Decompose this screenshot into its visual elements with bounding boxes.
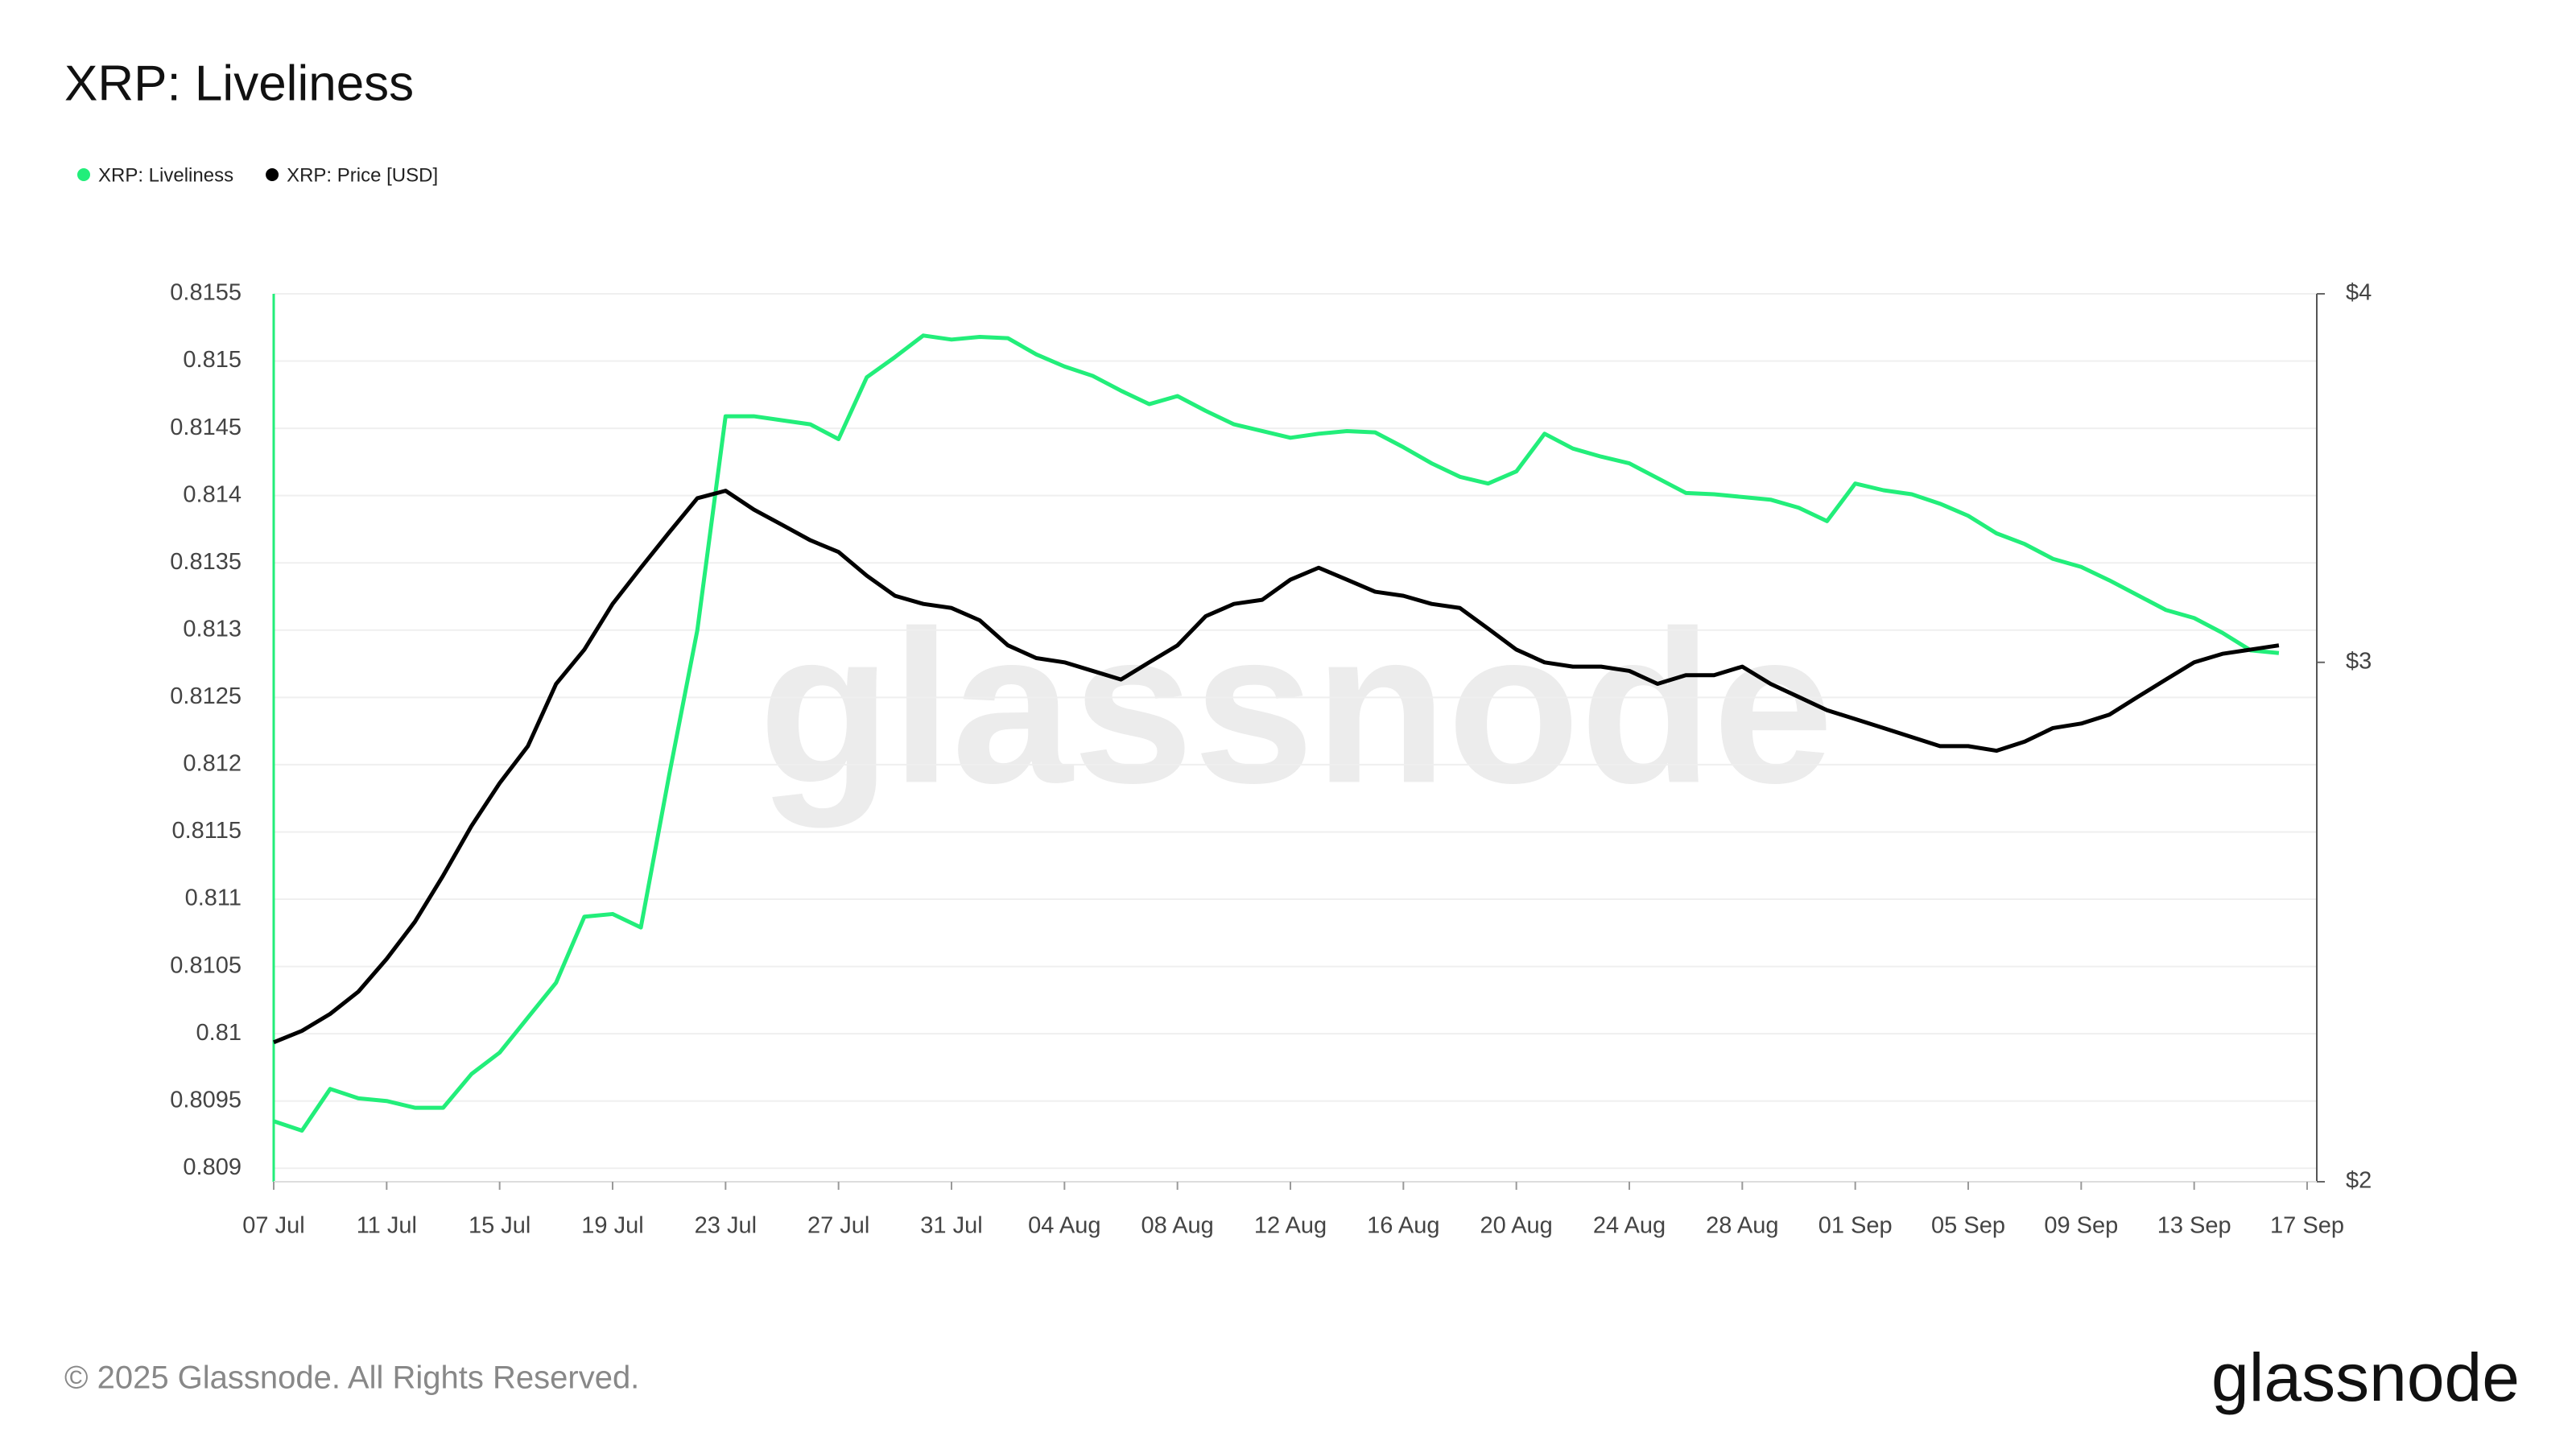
y-tick-label: 0.81: [196, 1020, 242, 1046]
y-tick-label: 0.8135: [170, 549, 242, 575]
y2-tick-label: $3: [2346, 648, 2372, 674]
x-tick-label: 08 Aug: [1141, 1213, 1214, 1239]
y-tick-label: 0.8105: [170, 952, 242, 978]
x-tick-label: 31 Jul: [920, 1213, 982, 1239]
chart-title: XRP: Liveliness: [64, 56, 414, 111]
y-tick-label: 0.8155: [170, 280, 242, 306]
y-tick-label: 0.814: [183, 481, 242, 507]
legend-label: XRP: Price [USD]: [287, 164, 438, 186]
y-tick-label: 0.813: [183, 616, 242, 642]
y-tick-label: 0.8125: [170, 683, 242, 709]
legend-label: XRP: Liveliness: [98, 164, 233, 186]
y-tick-label: 0.8145: [170, 415, 242, 440]
x-tick-label: 23 Jul: [695, 1213, 757, 1239]
x-tick-label: 24 Aug: [1593, 1213, 1666, 1239]
x-tick-label: 07 Jul: [242, 1213, 304, 1239]
x-tick-label: 01 Sep: [1818, 1213, 1893, 1239]
legend-marker: [266, 168, 279, 181]
legend-marker: [77, 168, 90, 181]
x-tick-label: 27 Jul: [807, 1213, 869, 1239]
y2-tick-label: $2: [2346, 1168, 2372, 1194]
x-tick-label: 15 Jul: [469, 1213, 530, 1239]
series-line: [273, 333, 2280, 1133]
x-tick-label: 09 Sep: [2044, 1213, 2118, 1239]
x-tick-label: 12 Aug: [1254, 1213, 1327, 1239]
x-tick-label: 13 Sep: [2157, 1213, 2231, 1239]
y-tick-label: 0.8115: [171, 818, 242, 844]
y-tick-label: 0.8095: [170, 1087, 242, 1113]
x-tick-label: 16 Aug: [1367, 1213, 1439, 1239]
y-tick-label: 0.815: [183, 347, 242, 373]
y-tick-label: 0.811: [185, 886, 242, 911]
x-tick-label: 05 Sep: [1931, 1213, 2005, 1239]
x-tick-label: 19 Jul: [581, 1213, 643, 1239]
series-line: [273, 489, 2280, 1045]
x-tick-label: 04 Aug: [1028, 1213, 1100, 1239]
footer: © 2025 Glassnode. All Rights Reserved.: [64, 1360, 639, 1396]
watermark: glassnode: [758, 586, 1833, 829]
y-tick-label: 0.809: [183, 1154, 242, 1180]
y2-tick-label: $4: [2346, 280, 2372, 306]
x-tick-label: 28 Aug: [1706, 1213, 1778, 1239]
y-tick-label: 0.812: [183, 751, 242, 777]
logo: glassnode: [2211, 1340, 2520, 1415]
x-tick-label: 11 Jul: [357, 1213, 417, 1239]
x-tick-label: 17 Sep: [2270, 1213, 2344, 1239]
x-tick-label: 20 Aug: [1480, 1213, 1553, 1239]
